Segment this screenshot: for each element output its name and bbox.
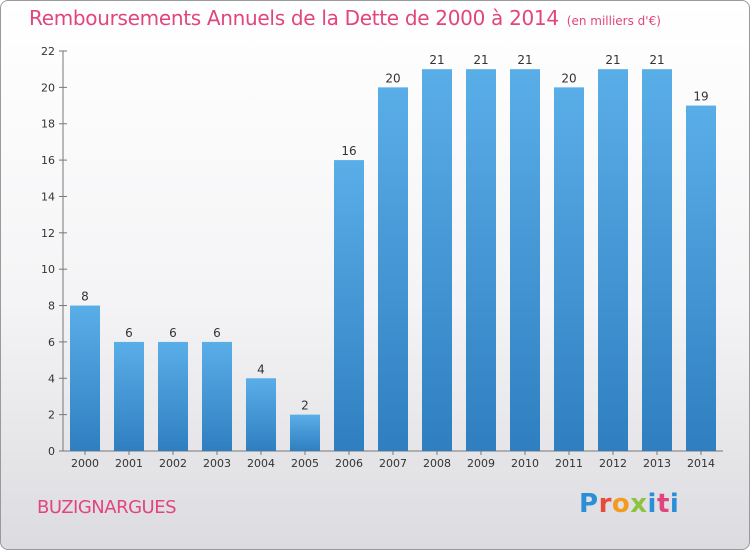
- chart-bars: 8 6 6 6 4 2 16 20 21 21 21 20 21 21 19: [70, 53, 716, 451]
- bar-2011: [554, 87, 584, 451]
- y-tick-label: 18: [41, 118, 55, 131]
- y-tick-label: 10: [41, 263, 55, 276]
- x-tick-label: 2012: [599, 457, 627, 470]
- bar-2001: [114, 341, 144, 451]
- value-label: 6: [169, 326, 177, 340]
- value-label: 19: [693, 90, 708, 104]
- value-label: 6: [213, 326, 221, 340]
- value-label: 20: [561, 71, 576, 85]
- value-label: 21: [473, 53, 488, 67]
- y-tick-label: 0: [48, 445, 55, 458]
- bar-2010: [510, 69, 540, 451]
- chart-unit: (en milliers d'€): [566, 14, 661, 28]
- value-label: 4: [257, 362, 265, 376]
- x-tick-label: 2010: [511, 457, 539, 470]
- bar-2008: [422, 69, 452, 451]
- bar-2009: [466, 69, 496, 451]
- bar-2012: [598, 69, 628, 451]
- commune-name: BUZIGNARGUES: [37, 497, 177, 518]
- value-label: 16: [341, 144, 356, 158]
- y-tick-label: 20: [41, 81, 55, 94]
- bar-2005: [290, 414, 320, 451]
- y-tick-label: 12: [41, 227, 55, 240]
- value-label: 20: [385, 71, 400, 85]
- bar-2000: [70, 305, 100, 451]
- bar-2014: [686, 105, 716, 451]
- value-label: 2: [301, 399, 309, 413]
- proxiti-logo[interactable]: Proxiti: [579, 489, 680, 519]
- x-tick-label: 2011: [555, 457, 583, 470]
- bar-2002: [158, 341, 188, 451]
- value-label: 8: [81, 290, 89, 304]
- y-tick-label: 6: [48, 336, 55, 349]
- x-tick-label: 2006: [335, 457, 363, 470]
- bar-2013: [642, 69, 672, 451]
- x-tick-label: 2013: [643, 457, 671, 470]
- y-tick-label: 16: [41, 154, 55, 167]
- x-tick-label: 2008: [423, 457, 451, 470]
- y-tick-label: 14: [41, 190, 55, 203]
- value-label: 21: [517, 53, 532, 67]
- chart-title: Remboursements Annuels de la Dette de 20…: [29, 6, 661, 30]
- value-label: 21: [605, 53, 620, 67]
- value-label: 21: [429, 53, 444, 67]
- x-tick-label: 2014: [687, 457, 715, 470]
- bar-2006: [334, 160, 364, 451]
- chart-axes: 0 2 4 6 8 10 12 14 16 18 20 22 2000 2001 2002 2003 2004 2…: [41, 45, 723, 470]
- x-tick-label: 2007: [379, 457, 407, 470]
- value-label: 21: [649, 53, 664, 67]
- x-tick-label: 2003: [203, 457, 231, 470]
- bar-2003: [202, 341, 232, 451]
- chart-title-text: Remboursements Annuels de la Dette de 20…: [29, 6, 559, 30]
- x-tick-label: 2002: [159, 457, 187, 470]
- x-tick-label: 2001: [115, 457, 143, 470]
- x-tick-label: 2000: [71, 457, 99, 470]
- y-tick-label: 4: [48, 372, 55, 385]
- bar-2004: [246, 378, 276, 451]
- bar-2007: [378, 87, 408, 451]
- x-tick-label: 2004: [247, 457, 275, 470]
- value-label: 6: [125, 326, 133, 340]
- y-tick-label: 22: [41, 45, 55, 58]
- x-tick-label: 2009: [467, 457, 495, 470]
- x-tick-label: 2005: [291, 457, 319, 470]
- y-tick-label: 8: [48, 300, 55, 313]
- y-tick-label: 2: [48, 409, 55, 422]
